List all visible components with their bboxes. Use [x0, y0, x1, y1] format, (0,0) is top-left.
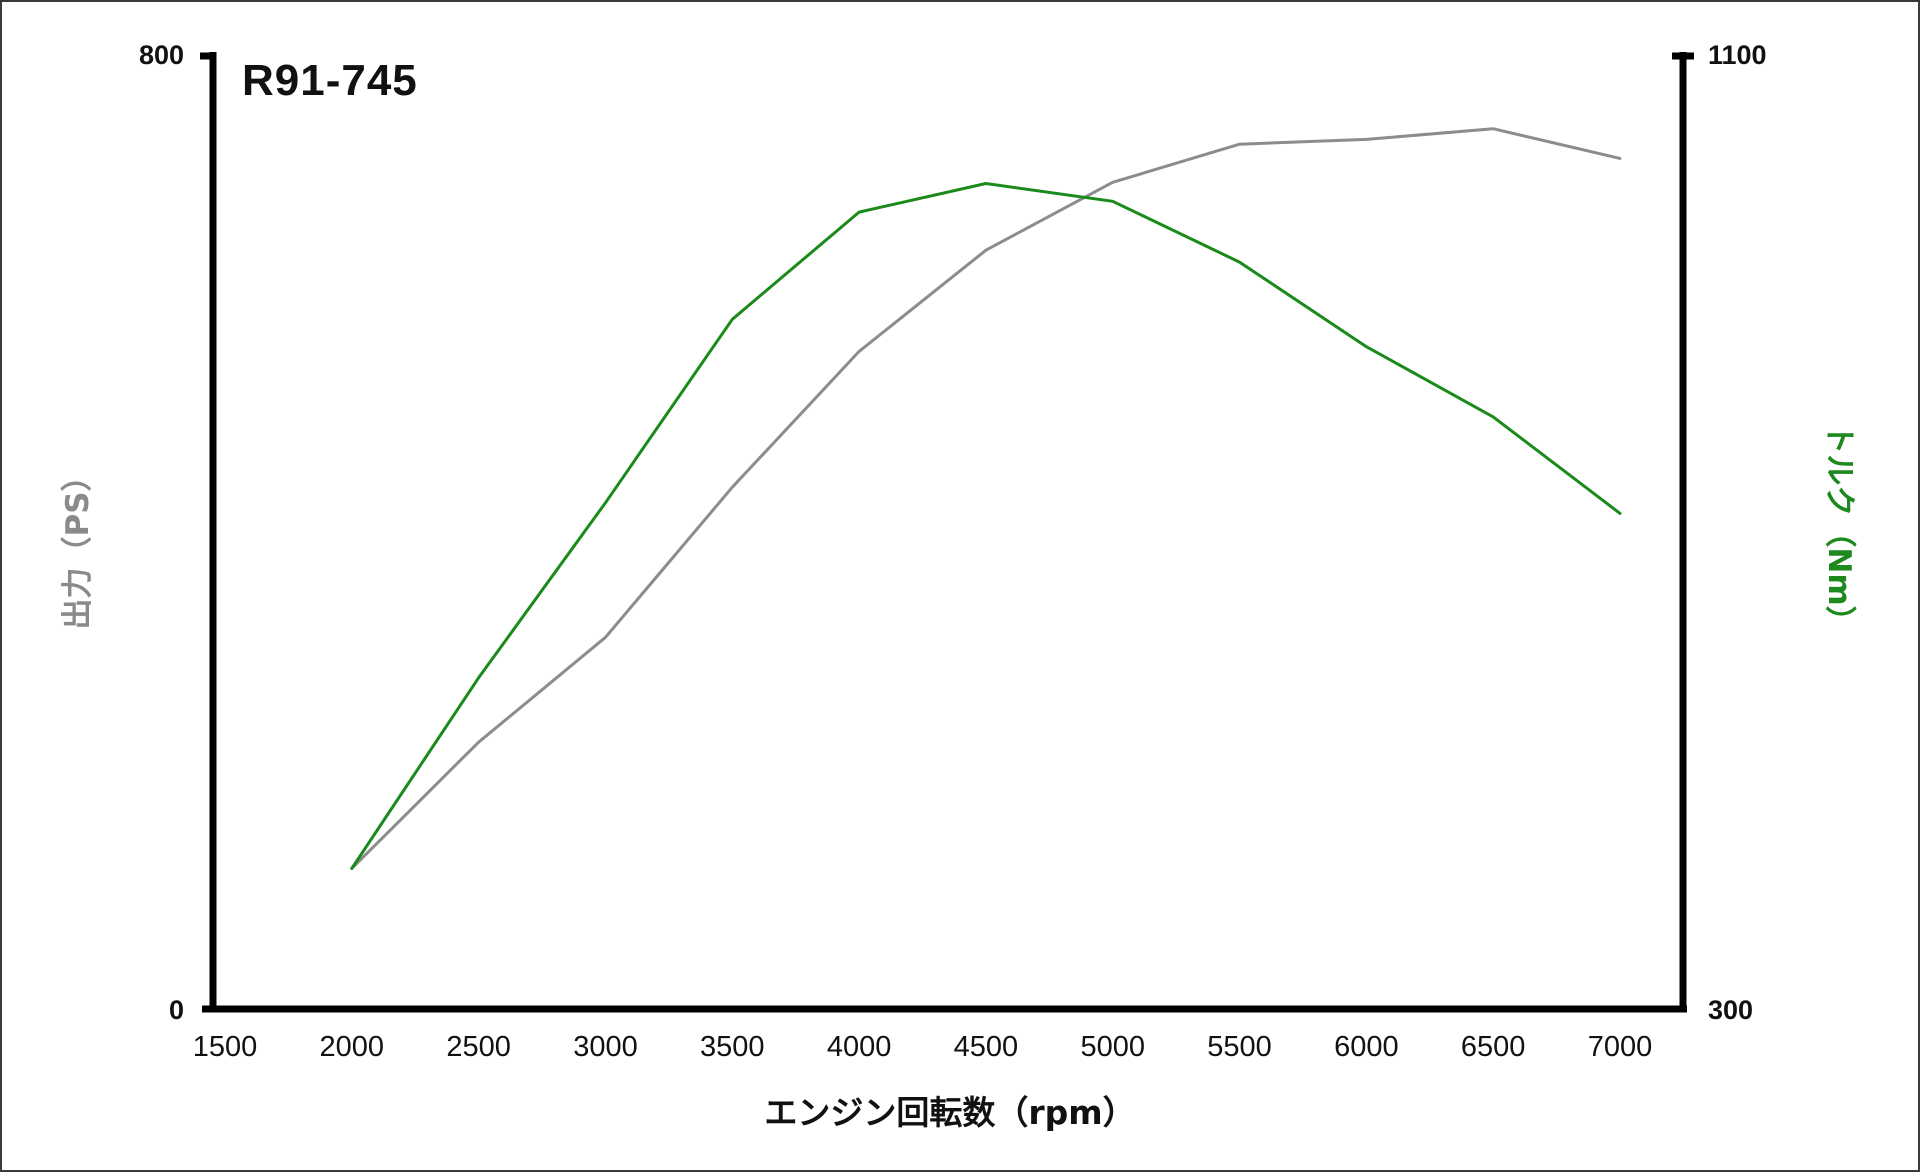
x-tick-label: 6000 [1334, 1031, 1399, 1063]
axes [200, 52, 1694, 1013]
right-y-tick-bottom: 300 [1708, 995, 1753, 1025]
right-y-tick-top: 1100 [1708, 40, 1767, 70]
torque-line [350, 182, 1622, 870]
x-tick-label: 4500 [954, 1031, 1019, 1063]
left-y-tick-top: 800 [139, 40, 184, 70]
x-tick-label: 1500 [193, 1031, 258, 1063]
x-tick-label: 3500 [700, 1031, 765, 1063]
series-group [350, 127, 1622, 870]
right-y-axis-title: トルク（Nm） [1821, 423, 1857, 636]
power-line [350, 127, 1622, 870]
x-tick-label: 2000 [320, 1031, 385, 1063]
left-y-axis-title: 出力（PS） [60, 460, 96, 629]
x-tick-labels: 1500 2000 2500 3000 3500 4000 4500 5000 5500 6000… [193, 1031, 1653, 1063]
x-tick-label: 5000 [1080, 1031, 1145, 1063]
x-tick-label: 2500 [446, 1031, 511, 1063]
x-tick-label: 5500 [1207, 1031, 1272, 1063]
left-y-tick-bottom: 0 [169, 995, 184, 1025]
x-tick-label: 7000 [1588, 1031, 1653, 1063]
x-axis-title: エンジン回転数（rpm） [764, 1093, 1135, 1132]
x-tick-label: 4000 [827, 1031, 892, 1063]
chart-title: R91-745 [242, 56, 418, 105]
x-tick-label: 6500 [1461, 1031, 1526, 1063]
x-tick-label: 3000 [573, 1031, 638, 1063]
